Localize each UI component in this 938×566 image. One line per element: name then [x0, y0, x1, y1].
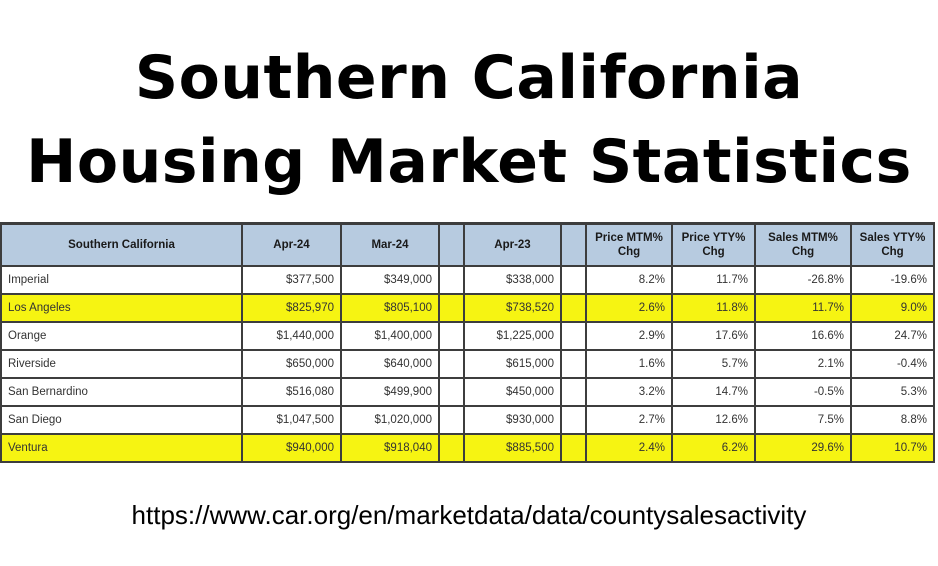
apr23-value: $1,225,000	[463, 321, 562, 351]
region-name: Ventura	[0, 433, 243, 463]
spacer-cell	[438, 321, 465, 351]
price-mtm-value: 2.6%	[585, 293, 673, 323]
apr24-value: $1,047,500	[241, 405, 342, 435]
sales-mtm-value: -0.5%	[754, 377, 852, 407]
sales-yty-value: 8.8%	[850, 405, 935, 435]
housing-stats-table: Southern California Apr-24 Mar-24 Apr-23…	[0, 222, 935, 463]
apr24-value: $516,080	[241, 377, 342, 407]
price-yty-value: 11.7%	[671, 265, 756, 295]
spacer-cell	[438, 377, 465, 407]
spacer-cell	[560, 349, 587, 379]
table-row: Riverside $650,000 $640,000 $615,000 1.6…	[0, 349, 935, 379]
title-line-2: Housing Market Statistics	[26, 127, 912, 197]
sales-mtm-value: 29.6%	[754, 433, 852, 463]
spacer-cell	[438, 349, 465, 379]
region-name: San Diego	[0, 405, 243, 435]
apr24-value: $650,000	[241, 349, 342, 379]
region-name: Orange	[0, 321, 243, 351]
spacer-cell	[560, 377, 587, 407]
spacer-cell	[560, 293, 587, 323]
price-yty-value: 12.6%	[671, 405, 756, 435]
spacer-cell	[438, 405, 465, 435]
region-name: San Bernardino	[0, 377, 243, 407]
header-sales-yty: Sales YTY% Chg	[850, 222, 935, 267]
apr23-value: $930,000	[463, 405, 562, 435]
page-title: Southern California Housing Market Stati…	[0, 36, 938, 204]
spacer-cell	[560, 433, 587, 463]
apr23-value: $885,500	[463, 433, 562, 463]
price-yty-value: 5.7%	[671, 349, 756, 379]
table-body: Imperial $377,500 $349,000 $338,000 8.2%…	[0, 265, 935, 463]
apr24-value: $940,000	[241, 433, 342, 463]
sales-mtm-value: 2.1%	[754, 349, 852, 379]
spacer-cell	[560, 321, 587, 351]
table-row: Ventura $940,000 $918,040 $885,500 2.4% …	[0, 433, 935, 463]
table-row: Imperial $377,500 $349,000 $338,000 8.2%…	[0, 265, 935, 295]
mar24-value: $640,000	[340, 349, 440, 379]
price-mtm-value: 2.4%	[585, 433, 673, 463]
header-apr24: Apr-24	[241, 222, 342, 267]
apr24-value: $825,970	[241, 293, 342, 323]
spacer-cell	[438, 433, 465, 463]
title-line-1: Southern California	[134, 43, 804, 113]
table-header-row: Southern California Apr-24 Mar-24 Apr-23…	[0, 222, 935, 267]
price-yty-value: 17.6%	[671, 321, 756, 351]
apr24-value: $1,440,000	[241, 321, 342, 351]
apr23-value: $450,000	[463, 377, 562, 407]
spacer-cell	[560, 405, 587, 435]
header-region: Southern California	[0, 222, 243, 267]
price-mtm-value: 2.9%	[585, 321, 673, 351]
apr24-value: $377,500	[241, 265, 342, 295]
region-name: Imperial	[0, 265, 243, 295]
price-yty-value: 11.8%	[671, 293, 756, 323]
table-row: Orange $1,440,000 $1,400,000 $1,225,000 …	[0, 321, 935, 351]
header-price-mtm: Price MTM% Chg	[585, 222, 673, 267]
sales-mtm-value: -26.8%	[754, 265, 852, 295]
mar24-value: $1,020,000	[340, 405, 440, 435]
spacer-cell	[438, 265, 465, 295]
spacer-cell	[438, 293, 465, 323]
sales-yty-value: 9.0%	[850, 293, 935, 323]
apr23-value: $338,000	[463, 265, 562, 295]
price-yty-value: 14.7%	[671, 377, 756, 407]
spacer-column	[560, 222, 587, 267]
sales-yty-value: -0.4%	[850, 349, 935, 379]
source-url: https://www.car.org/en/marketdata/data/c…	[131, 500, 807, 530]
mar24-value: $499,900	[340, 377, 440, 407]
spacer-column	[438, 222, 465, 267]
price-mtm-value: 1.6%	[585, 349, 673, 379]
table-row: Los Angeles $825,970 $805,100 $738,520 2…	[0, 293, 935, 323]
spacer-cell	[560, 265, 587, 295]
sales-mtm-value: 7.5%	[754, 405, 852, 435]
mar24-value: $349,000	[340, 265, 440, 295]
header-apr23: Apr-23	[463, 222, 562, 267]
apr23-value: $738,520	[463, 293, 562, 323]
sales-yty-value: 5.3%	[850, 377, 935, 407]
mar24-value: $805,100	[340, 293, 440, 323]
price-mtm-value: 2.7%	[585, 405, 673, 435]
price-yty-value: 6.2%	[671, 433, 756, 463]
region-name: Los Angeles	[0, 293, 243, 323]
sales-yty-value: 24.7%	[850, 321, 935, 351]
sales-yty-value: 10.7%	[850, 433, 935, 463]
header-price-yty: Price YTY% Chg	[671, 222, 756, 267]
header-sales-mtm: Sales MTM% Chg	[754, 222, 852, 267]
apr23-value: $615,000	[463, 349, 562, 379]
sales-mtm-value: 16.6%	[754, 321, 852, 351]
table-row: San Bernardino $516,080 $499,900 $450,00…	[0, 377, 935, 407]
mar24-value: $918,040	[340, 433, 440, 463]
mar24-value: $1,400,000	[340, 321, 440, 351]
header-mar24: Mar-24	[340, 222, 440, 267]
price-mtm-value: 3.2%	[585, 377, 673, 407]
region-name: Riverside	[0, 349, 243, 379]
sales-yty-value: -19.6%	[850, 265, 935, 295]
table-row: San Diego $1,047,500 $1,020,000 $930,000…	[0, 405, 935, 435]
sales-mtm-value: 11.7%	[754, 293, 852, 323]
price-mtm-value: 8.2%	[585, 265, 673, 295]
